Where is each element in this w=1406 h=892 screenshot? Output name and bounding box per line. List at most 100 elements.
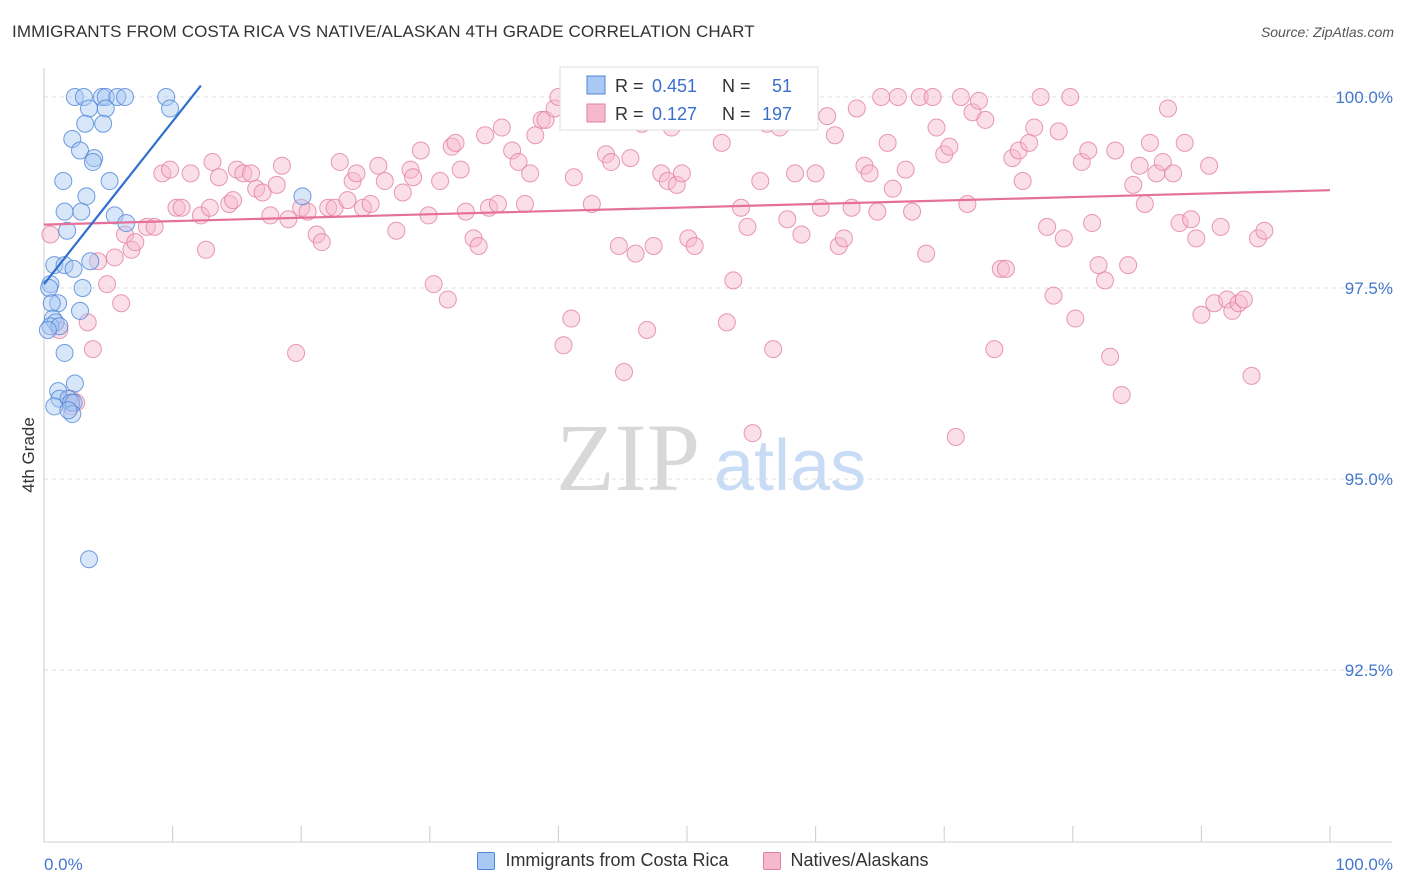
natives-point <box>1255 221 1274 240</box>
natives-point <box>1135 194 1154 213</box>
natives-point <box>644 236 663 255</box>
watermark-atlas: atlas <box>714 426 866 506</box>
natives-point <box>847 99 866 118</box>
natives-point <box>488 194 507 213</box>
natives-point <box>1153 152 1172 171</box>
source-credit: Source: ZipAtlas.com <box>1260 24 1394 40</box>
x-tick-label-max: 100.0% <box>1335 855 1393 874</box>
costa-rica-point <box>80 550 99 569</box>
y-tick-label: 92.5% <box>1345 661 1393 680</box>
natives-point <box>1038 217 1057 236</box>
natives-point <box>602 152 621 171</box>
natives-point <box>872 88 891 106</box>
natives-point <box>792 225 811 244</box>
natives-point <box>917 244 936 263</box>
costa-rica-point <box>71 301 90 320</box>
costa-rica-point <box>40 279 59 297</box>
natives-point <box>811 198 830 217</box>
natives-point <box>888 88 907 106</box>
natives-point <box>1095 271 1114 290</box>
costa-rica-point <box>92 88 111 106</box>
natives-point <box>834 229 853 248</box>
natives-point <box>1200 156 1219 175</box>
natives-point <box>985 340 1004 359</box>
natives-point <box>1175 133 1194 152</box>
natives-point <box>476 126 495 145</box>
legend-label-natives: Natives/Alaskans <box>790 850 929 870</box>
natives-point <box>679 229 698 248</box>
natives-point <box>878 133 897 152</box>
natives-point <box>927 118 946 137</box>
natives-point <box>167 198 186 217</box>
natives-point <box>1079 141 1098 160</box>
costa-rica-trend-line <box>43 84 202 285</box>
legend-item-natives[interactable]: Natives/Alaskans <box>762 850 929 871</box>
x-tick-label-min: 0.0% <box>44 855 83 874</box>
natives-point <box>1192 305 1211 324</box>
stats-n-value-1: 51 <box>772 76 792 96</box>
natives-point <box>41 225 60 244</box>
natives-point <box>375 172 394 191</box>
natives-point <box>312 233 331 252</box>
natives-point <box>272 156 291 175</box>
stats-r-value-2: 0.127 <box>652 104 697 124</box>
natives-point <box>532 110 551 129</box>
costa-rica-point <box>94 114 113 133</box>
natives-point <box>1130 156 1149 175</box>
y-tick-labels: 92.5% 95.0% 97.5% 100.0% <box>1335 88 1393 680</box>
costa-rica-point <box>81 252 100 271</box>
natives-point <box>1044 286 1063 305</box>
natives-point <box>868 202 887 221</box>
natives-point <box>438 290 457 309</box>
costa-rica-point <box>157 88 176 106</box>
watermark: ZIP atlas <box>556 404 866 511</box>
natives-point <box>825 126 844 145</box>
costa-rica-point <box>59 401 78 420</box>
costa-rica-point <box>54 172 73 191</box>
natives-point <box>161 160 180 179</box>
natives-point <box>860 164 879 183</box>
natives-point <box>778 210 797 229</box>
costa-rica-point <box>161 99 180 118</box>
natives-point <box>1164 164 1183 183</box>
natives-point <box>172 198 191 217</box>
series-natives-points <box>41 88 1274 446</box>
y-axis-label: 4th Grade <box>19 417 38 493</box>
natives-point <box>1066 309 1085 328</box>
natives-point <box>1061 88 1080 106</box>
natives-point <box>431 172 450 191</box>
natives-point <box>958 194 977 213</box>
costa-rica-point <box>77 187 96 206</box>
stats-box: R = 0.451 N = 51 R = 0.127 N = 197 <box>559 66 819 131</box>
natives-point <box>126 233 145 252</box>
costa-rica-point <box>76 114 95 133</box>
costa-rica-point <box>83 152 102 171</box>
costa-rica-point <box>55 202 74 221</box>
natives-point <box>1187 229 1206 248</box>
costa-rica-point <box>71 141 90 160</box>
natives-point <box>347 164 366 183</box>
natives-point <box>786 164 805 183</box>
natives-point <box>338 191 357 210</box>
natives-point <box>652 164 671 183</box>
costa-rica-point <box>38 321 57 340</box>
costa-rica-point <box>65 88 84 106</box>
y-tick-label: 95.0% <box>1345 470 1393 489</box>
stats-n-value-2: 197 <box>762 104 792 124</box>
natives-point <box>818 107 837 126</box>
natives-point <box>1106 141 1125 160</box>
natives-point <box>582 194 601 213</box>
natives-point <box>261 206 280 225</box>
stats-n-label-2: N = <box>722 104 751 124</box>
legend-item-costa-rica[interactable]: Immigrants from Costa Rica <box>477 850 729 871</box>
costa-rica-point <box>100 172 119 191</box>
chart-legend: Immigrants from Costa Rica Natives/Alask… <box>0 850 1406 871</box>
stats-r-value-1: 0.451 <box>652 76 697 96</box>
trend-lines <box>43 84 1331 285</box>
natives-point <box>1083 214 1102 233</box>
costa-rica-point <box>80 99 99 118</box>
series-costa-rica-points <box>38 88 312 569</box>
chart-title: IMMIGRANTS FROM COSTA RICA VS NATIVE/ALA… <box>12 22 755 41</box>
natives-point <box>116 225 135 244</box>
natives-point <box>743 424 762 443</box>
